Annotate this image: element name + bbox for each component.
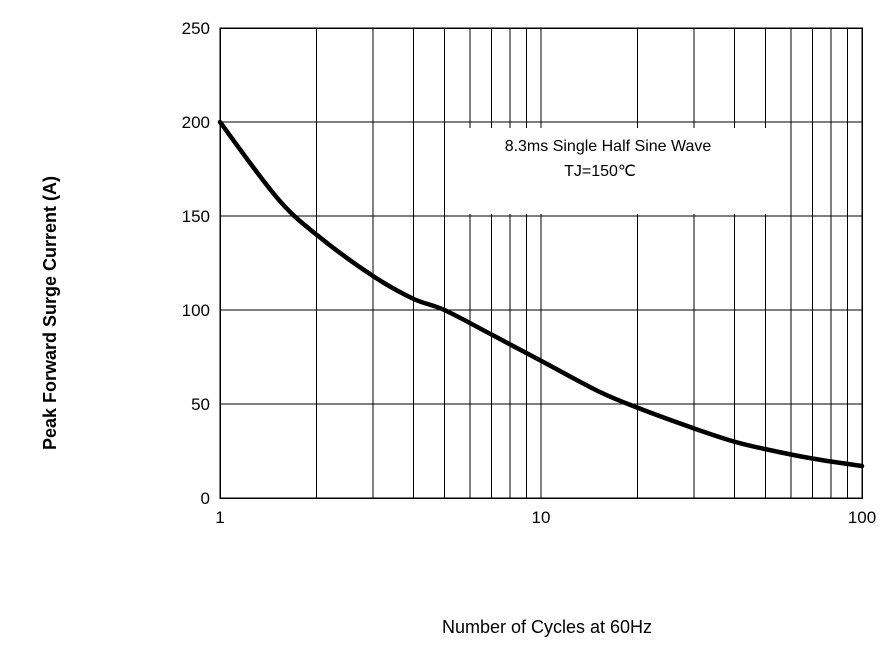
y-tick-label: 50 (191, 395, 210, 414)
y-tick-labels: 0 50 100 150 200 250 (182, 19, 210, 508)
y-tick-label: 200 (182, 113, 210, 132)
y-axis-label: Peak Forward Surge Current (A) (40, 176, 60, 450)
plot-frame (219, 27, 863, 499)
y-tick-label: 250 (182, 19, 210, 38)
grid-lines (220, 27, 862, 499)
y-tick-label: 150 (182, 207, 210, 226)
annotation-line-2: TJ=150℃ (564, 163, 636, 180)
annotation-line-1: 8.3ms Single Half Sine Wave (505, 138, 712, 155)
x-axis-label: Number of Cycles at 60Hz (442, 617, 652, 637)
y-tick-label: 100 (182, 301, 210, 320)
x-tick-label: 1 (215, 508, 224, 527)
y-tick-label: 0 (201, 489, 210, 508)
annotation-background (445, 128, 775, 186)
x-tick-label: 10 (532, 508, 551, 527)
series-line (217, 119, 865, 469)
x-tick-label: 100 (848, 508, 876, 527)
x-tick-labels: 1 10 100 (215, 508, 876, 527)
